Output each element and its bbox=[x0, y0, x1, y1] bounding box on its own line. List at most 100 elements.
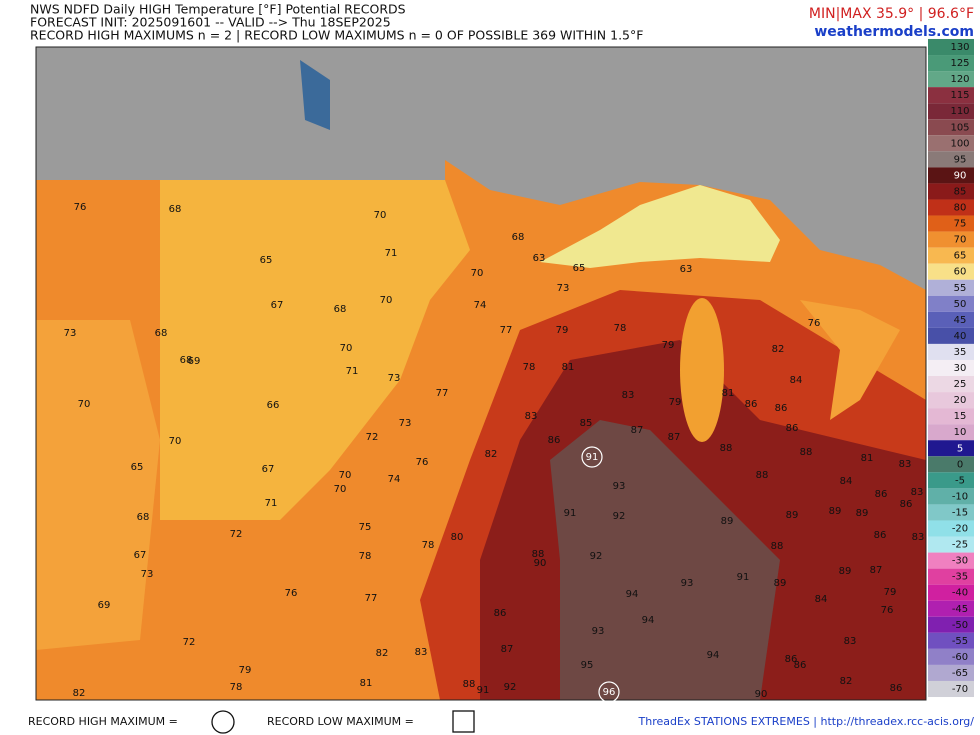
station-value: 70 bbox=[374, 210, 387, 221]
station-value: 74 bbox=[474, 300, 487, 311]
colorbar-label: 15 bbox=[954, 411, 967, 422]
hottest-region bbox=[550, 420, 780, 700]
colorbar-cell bbox=[928, 648, 974, 665]
title: NWS NDFD Daily HIGH Temperature [°F] Pot… bbox=[30, 2, 406, 17]
station-value: 89 bbox=[721, 516, 734, 527]
colorbar-cell bbox=[928, 247, 974, 264]
colorbar-cell bbox=[928, 584, 974, 601]
station-value: 83 bbox=[415, 647, 428, 658]
colorbar-label: 90 bbox=[954, 170, 967, 181]
station-value: 86 bbox=[785, 654, 798, 665]
station-value: 73 bbox=[557, 283, 570, 294]
colorbar-label: 70 bbox=[954, 235, 967, 246]
station-value: 71 bbox=[385, 248, 398, 259]
colorbar-label: -20 bbox=[952, 524, 968, 535]
station-value: 89 bbox=[774, 578, 787, 589]
station-value: 87 bbox=[501, 644, 514, 655]
colorbar-cell bbox=[928, 440, 974, 457]
station-value: 81 bbox=[360, 678, 373, 689]
colorbar-label: 30 bbox=[954, 363, 967, 374]
colorbar-label: 35 bbox=[954, 347, 967, 358]
station-value: 76 bbox=[74, 202, 87, 213]
station-value: 89 bbox=[829, 506, 842, 517]
station-value: 73 bbox=[64, 328, 77, 339]
colorbar-label: -50 bbox=[952, 620, 968, 631]
station-value: 86 bbox=[900, 499, 913, 510]
station-value: 66 bbox=[267, 400, 280, 411]
station-value: 79 bbox=[884, 587, 897, 598]
stations: 76 68 70 68 65 71 70 63 65 63 67 68 70 74 73 78 76 73 68 77… bbox=[64, 202, 924, 703]
mountain-region bbox=[36, 320, 160, 650]
colorbar-label: 95 bbox=[954, 154, 967, 165]
station-value: 76 bbox=[416, 457, 429, 468]
colorbar-label: -10 bbox=[952, 491, 968, 502]
site: weathermodels.com bbox=[814, 24, 974, 40]
station-value: 87 bbox=[631, 425, 644, 436]
colorbar-cell bbox=[928, 295, 974, 312]
colorbar-cell bbox=[928, 600, 974, 617]
colorbar-cell bbox=[928, 376, 974, 393]
station-value: 82 bbox=[376, 648, 389, 659]
colorbar-cell bbox=[928, 632, 974, 649]
map bbox=[35, 46, 927, 701]
station-value: 78 bbox=[523, 362, 536, 373]
station-value: 96 bbox=[603, 687, 616, 698]
station-value: 88 bbox=[800, 447, 813, 458]
station-value: 63 bbox=[680, 264, 693, 275]
station-value: 71 bbox=[346, 366, 359, 377]
station-value: 77 bbox=[436, 388, 449, 399]
record-high-circle bbox=[581, 446, 603, 468]
station-value: 76 bbox=[808, 318, 821, 329]
station-value: 81 bbox=[722, 388, 735, 399]
station-value: 82 bbox=[840, 676, 853, 687]
record-low-legend: RECORD LOW MAXIMUM = bbox=[267, 715, 414, 728]
station-value: 70 bbox=[78, 399, 91, 410]
record-high-circle bbox=[598, 681, 620, 703]
colorbar-cell bbox=[928, 71, 974, 88]
station-value: 82 bbox=[485, 449, 498, 460]
station-value: 74 bbox=[388, 474, 401, 485]
colorbar-cell bbox=[928, 392, 974, 409]
station-value: 84 bbox=[815, 594, 828, 605]
colorbar-cell bbox=[928, 183, 974, 200]
station-value: 70 bbox=[340, 343, 353, 354]
station-value: 94 bbox=[626, 589, 639, 600]
station-value: 70 bbox=[471, 268, 484, 279]
colorbar-label: 115 bbox=[950, 90, 969, 101]
station-value: 86 bbox=[745, 399, 758, 410]
colorbar-label: 110 bbox=[950, 106, 969, 117]
lake-huron bbox=[800, 300, 900, 420]
station-value: 73 bbox=[388, 373, 401, 384]
colorbar-label: -15 bbox=[952, 507, 968, 518]
station-value: 91 bbox=[737, 572, 750, 583]
station-value: 90 bbox=[534, 558, 547, 569]
colorbar-cell bbox=[928, 488, 974, 505]
station-value: 68 bbox=[137, 512, 150, 523]
station-value: 89 bbox=[839, 566, 852, 577]
colorbar-label: 0 bbox=[957, 459, 963, 470]
colorbar-cell bbox=[928, 215, 974, 232]
colorbar-cell bbox=[928, 311, 974, 328]
colorbar-cell bbox=[928, 103, 974, 120]
colorbar-cell bbox=[928, 263, 974, 280]
station-value: 73 bbox=[399, 418, 412, 429]
colorbar-label: 80 bbox=[954, 203, 967, 214]
colorbar-label: 10 bbox=[954, 427, 967, 438]
colorbar-label: -5 bbox=[955, 475, 965, 486]
colorbar-cell bbox=[928, 199, 974, 216]
colorbar-cell bbox=[928, 568, 974, 585]
station-value: 83 bbox=[899, 459, 912, 470]
min-max: MIN|MAX 35.9° | 96.6°F bbox=[809, 6, 974, 22]
warm-region bbox=[160, 180, 470, 520]
station-value: 70 bbox=[339, 470, 352, 481]
station-value: 91 bbox=[477, 685, 490, 696]
colorbar-label: 120 bbox=[950, 74, 969, 85]
station-value: 93 bbox=[681, 578, 694, 589]
station-value: 70 bbox=[380, 295, 393, 306]
station-value: 88 bbox=[463, 679, 476, 690]
forecast-line: FORECAST INIT: 2025091601 -- VALID --> T… bbox=[30, 15, 391, 30]
colorbar-cell bbox=[928, 552, 974, 569]
colorbar-cell bbox=[928, 55, 974, 72]
colorbar-cell bbox=[928, 38, 974, 56]
station-value: 79 bbox=[239, 665, 252, 676]
